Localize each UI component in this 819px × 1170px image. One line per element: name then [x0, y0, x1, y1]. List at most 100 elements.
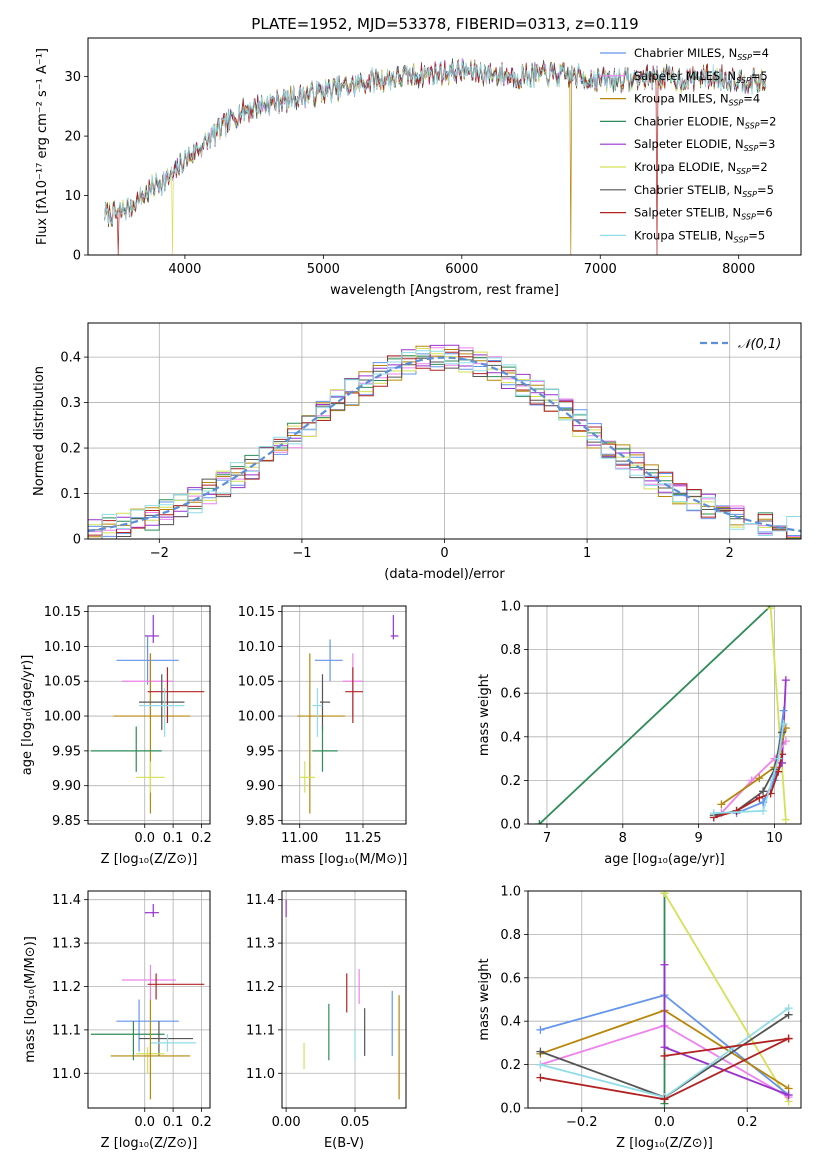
- y-tick-label: 11.1: [246, 1023, 275, 1038]
- x-tick-label: 0.05: [341, 1115, 370, 1130]
- point-salpeter-stelib: [345, 667, 363, 724]
- plot-frame: [527, 890, 802, 1109]
- y-tick-label: 0.2: [60, 442, 81, 457]
- point-chabrier-stelib: [139, 674, 185, 730]
- figure-title: PLATE=1952, MJD=53378, FIBERID=0313, z=0…: [251, 15, 638, 33]
- x-tick-label: 9: [694, 831, 702, 846]
- x-tick-label: −1: [292, 546, 311, 561]
- y-tick-label: 11.4: [246, 893, 275, 908]
- x-axis-label: age [log₁₀(age/yr)]: [604, 852, 725, 867]
- point-salpeter-elodie: [390, 615, 399, 640]
- y-axis-label: Normed distribution: [32, 366, 47, 496]
- point-chabrier-miles: [116, 999, 179, 1052]
- spectrum-lines: [104, 57, 766, 255]
- y-tick-label: 9.90: [246, 779, 275, 794]
- legend-label: 𝒩(0,1): [738, 337, 781, 352]
- legend-label: Salpeter MILES, NSSP=5: [634, 69, 768, 85]
- x-tick-label: 0.0: [134, 831, 155, 846]
- weight-vs-z-panel: −0.2 0.0 0.2 0.0 0.2 0.4 0.6 0.8 1.0 Z [log₁₀(Z/Z…: [477, 885, 802, 1151]
- normal-reference-curve: [88, 356, 801, 533]
- point-salpeter-miles: [122, 964, 176, 1000]
- x-tick-label: 2: [726, 546, 734, 561]
- marker-salpeter-stelib: [732, 806, 741, 815]
- plot-frame: [527, 605, 802, 825]
- legend-label: Kroupa ELODIE, NSSP=2: [634, 160, 768, 176]
- weight-lines: [535, 606, 790, 824]
- point-kroupa-stelib: [150, 1034, 196, 1052]
- x-tick-label: 4000: [168, 262, 201, 277]
- marker-salpeter-stelib: [660, 1095, 669, 1104]
- y-tick-label: 0.1: [60, 487, 81, 502]
- y-tick-label: 1.0: [500, 885, 521, 900]
- y-tick-label: 11.3: [246, 937, 275, 952]
- spectrum-line-kroupa-stelib: [104, 61, 766, 225]
- y-tick-label: 0.6: [500, 687, 521, 702]
- y-tick-label: 10.15: [44, 605, 81, 620]
- marker-salpeter-elodie: [784, 1090, 793, 1099]
- y-tick-label: 0.8: [500, 928, 521, 943]
- marker-salpeter-elodie: [660, 1043, 669, 1052]
- x-tick-label: 6000: [445, 262, 478, 277]
- x-tick-label: 0.2: [737, 1115, 758, 1130]
- legend-label: Kroupa STELIB, NSSP=5: [634, 228, 765, 244]
- y-tick-label: 20: [64, 130, 81, 145]
- marker-salpeter-stelib: [536, 1073, 545, 1082]
- y-tick-label: 0.8: [500, 643, 521, 658]
- y-tick-label: 10.00: [238, 710, 275, 725]
- y-axis-label: mass weight: [477, 674, 492, 756]
- point-chabrier-elodie: [90, 1021, 165, 1061]
- line-kroupa-elodie: [769, 608, 787, 820]
- legend-label: Kroupa MILES, NSSP=4: [634, 92, 760, 108]
- y-tick-label: 11.4: [52, 893, 81, 908]
- marker-kroupa-stelib: [709, 809, 718, 818]
- marker-salpeter-elodie: [781, 676, 790, 685]
- y-tick-label: 0.2: [500, 774, 521, 789]
- y-axis-label: age [log₁₀(age/yr)]: [20, 655, 35, 776]
- marker-kroupa-stelib: [759, 806, 768, 815]
- y-tick-label: 10.05: [238, 675, 275, 690]
- spectrum-panel: 4000 5000 6000 7000 8000 0 10 20 30 wavelength [A…: [35, 37, 802, 298]
- age-vs-mass-panel: 11.00 11.25 9.85 9.90 9.95 10.00 10.05 10.10 10.…: [238, 605, 407, 867]
- y-tick-label: 10: [64, 189, 81, 204]
- point-salpeter-stelib: [147, 973, 205, 1000]
- y-tick-label: 0.0: [500, 1102, 521, 1117]
- plot-frame: [87, 890, 211, 1109]
- spectrum-line-kroupa-elodie: [104, 59, 766, 255]
- plot-frame: [87, 322, 802, 540]
- mass-vs-z-panel: 0.0 0.1 0.2 11.0 11.1 11.2 11.3 11.4 Z [log₁₀(Z/…: [23, 890, 212, 1151]
- point-kroupa-stelib: [312, 688, 323, 737]
- y-tick-label: 0.4: [500, 1015, 521, 1030]
- y-tick-label: 9.85: [246, 814, 275, 829]
- y-tick-label: 0: [73, 533, 81, 548]
- line-chabrier-elodie: [538, 606, 772, 824]
- point-kroupa-elodie: [299, 761, 315, 793]
- y-tick-label: 0.6: [500, 971, 521, 986]
- y-tick-label: 0.3: [60, 396, 81, 411]
- marker-chabrier-elodie: [535, 820, 544, 824]
- point-salpeter-elodie: [144, 615, 159, 643]
- x-tick-label: 8000: [722, 262, 755, 277]
- point-kroupa-miles: [110, 999, 191, 1100]
- plot-frame: [87, 37, 802, 256]
- y-tick-label: 1.0: [500, 600, 521, 615]
- y-tick-label: 30: [64, 70, 81, 85]
- legend-label: Salpeter STELIB, NSSP=6: [634, 206, 773, 222]
- marker-chabrier-miles: [536, 1025, 545, 1034]
- y-tick-label: 9.95: [246, 744, 275, 759]
- x-axis-label: Z [log₁₀(Z/Z⊙)]: [101, 852, 198, 867]
- y-tick-label: 11.0: [246, 1067, 275, 1082]
- plot-frame: [87, 605, 211, 825]
- x-tick-label: 7000: [584, 262, 617, 277]
- marker-kroupa-stelib: [779, 719, 788, 728]
- y-axis-label: mass [log₁₀(M/M⊙)]: [23, 936, 38, 1063]
- point-kroupa-stelib: [139, 688, 185, 737]
- point-salpeter-stelib: [147, 667, 205, 724]
- x-tick-label: −2: [150, 546, 169, 561]
- point-chabrier-elodie: [312, 726, 338, 772]
- error-bars: [285, 899, 400, 1100]
- residuals-panel: −2 −1 0 1 2 0 0.1 0.2 0.3 0.4 (data-model)/error No…: [32, 322, 802, 582]
- y-tick-label: 11.0: [52, 1067, 81, 1082]
- line-salpeter-elodie: [663, 964, 789, 1096]
- y-tick-label: 0.4: [60, 351, 81, 366]
- y-tick-label: 11.3: [52, 937, 81, 952]
